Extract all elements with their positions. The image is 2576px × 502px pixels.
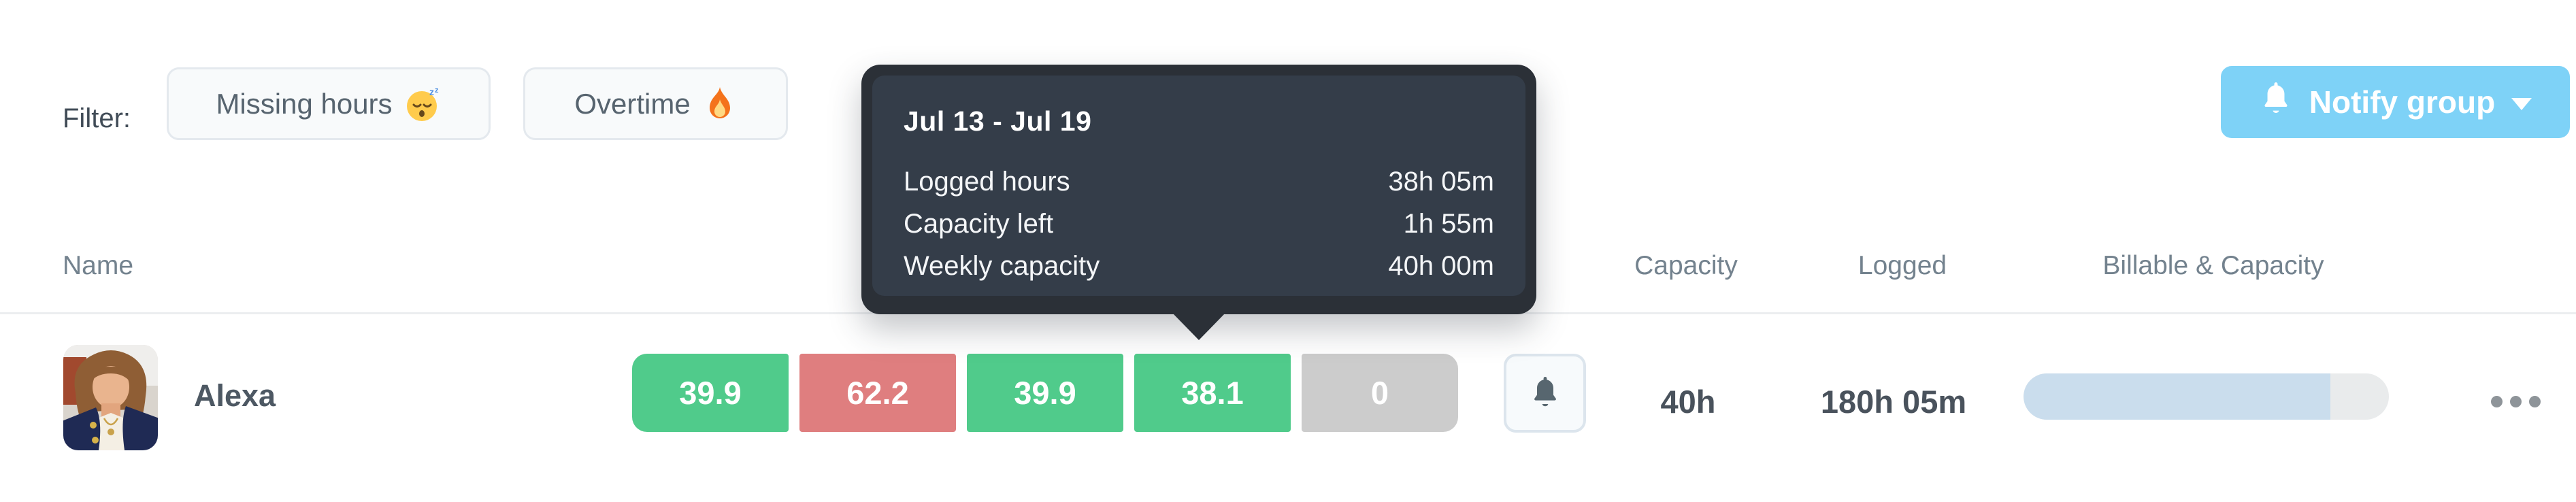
week-summary-tooltip-body: Jul 13 - Jul 19 Logged hours 38h 05m Cap… [872,76,1525,296]
ellipsis-icon [2509,395,2522,407]
filter-chip-missing-hours-label: Missing hours [216,87,393,120]
notify-group-label: Notify group [2309,84,2496,120]
week-badge-1[interactable]: 39.9 [632,354,789,432]
fire-emoji [703,86,737,122]
ellipsis-icon [2528,395,2541,407]
filter-chip-overtime-label: Overtime [574,87,691,120]
tooltip-row-logged-hours: Logged hours 38h 05m [904,161,1494,203]
week-badge-3[interactable]: 39.9 [967,354,1123,432]
svg-text:z: z [429,86,434,97]
tooltip-capacity-left-label: Capacity left [904,208,1054,239]
tooltip-row-capacity-left: Capacity left 1h 55m [904,203,1494,245]
week-badge-5[interactable]: 0 [1302,354,1458,432]
week-badge-2[interactable]: 62.2 [799,354,956,432]
filter-label: Filter: [63,103,131,133]
bell-icon [2259,80,2293,124]
billable-capacity-bar [2024,373,2389,420]
svg-text:z: z [435,86,439,95]
sleeping-face-emoji: z z [405,86,442,122]
tooltip-arrow [1172,313,1225,340]
tooltip-date-range: Jul 13 - Jul 19 [904,105,1092,137]
tooltip-logged-hours-value: 38h 05m [1388,166,1494,197]
chevron-down-icon [2511,98,2532,110]
tooltip-capacity-left-value: 1h 55m [1403,208,1494,239]
bell-icon [1529,375,1562,412]
ellipsis-icon [2490,395,2503,407]
tooltip-row-weekly-capacity: Weekly capacity 40h 00m [904,245,1494,287]
column-header-capacity: Capacity [1634,251,1738,280]
filter-chip-overtime[interactable]: Overtime [523,67,788,140]
billable-capacity-bar-fill [2024,373,2331,420]
tooltip-weekly-capacity-label: Weekly capacity [904,250,1100,281]
column-header-billable-capacity: Billable & Capacity [2102,251,2324,280]
logged-value: 180h 05m [1820,384,1967,420]
column-header-logged: Logged [1857,251,1947,280]
week-badge-4[interactable]: 38.1 [1134,354,1291,432]
filter-chip-missing-hours[interactable]: Missing hours z z [167,67,491,140]
week-summary-tooltip: Jul 13 - Jul 19 Logged hours 38h 05m Cap… [861,65,1536,340]
tooltip-weekly-capacity-value: 40h 00m [1388,250,1494,281]
member-name: Alexa [194,378,276,413]
row-menu-button[interactable] [2478,381,2553,422]
capacity-value: 40h [1660,384,1716,420]
tooltip-logged-hours-label: Logged hours [904,166,1070,197]
avatar [63,345,158,450]
notify-member-button[interactable] [1504,354,1586,433]
notify-group-button[interactable]: Notify group [2221,66,2570,138]
column-header-name: Name [63,251,134,280]
